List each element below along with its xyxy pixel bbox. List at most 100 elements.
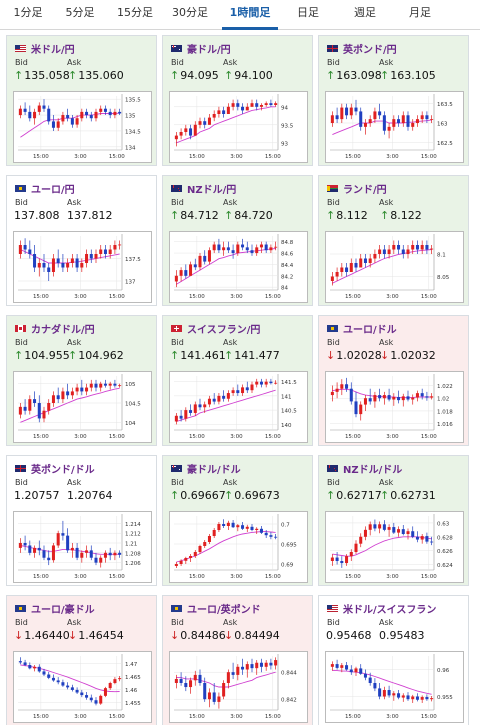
rate-card[interactable]: 豪ドル/円 Bid Ask ↑94.095 ↑94.100 94 93.5 93 15:00 3:… — [162, 35, 313, 166]
ask-price: ↑0.69673 — [224, 489, 280, 502]
rate-card[interactable]: 豪ドル/ドル Bid Ask ↑0.69667 ↑0.69673 0.7 0.695 0.69… — [162, 455, 313, 586]
candle — [231, 520, 235, 528]
candle — [212, 110, 216, 122]
candle — [392, 691, 396, 701]
candle — [179, 410, 183, 422]
pair-name[interactable]: 豪ドル/ドル — [187, 465, 241, 476]
bid-label: Bid — [15, 198, 28, 207]
pair-name[interactable]: カナダドル/円 — [31, 325, 95, 336]
tab-1[interactable]: 1分足 — [13, 6, 43, 19]
rate-card[interactable]: カナダドル/円 Bid Ask ↑104.955 ↑104.962 105 104.5 104… — [6, 315, 157, 446]
candle — [80, 258, 84, 272]
moving-average-line — [332, 119, 432, 136]
mini-candlestick-chart[interactable]: 0.7 0.695 0.69 15:00 3:00 15:00 — [169, 511, 308, 583]
candle — [226, 669, 230, 689]
candle — [397, 115, 401, 127]
rate-card[interactable]: ユーロ/円 Bid Ask 137.808 137.812 137.5 137 15:00 3:… — [6, 175, 157, 306]
pair-name[interactable]: ユーロ/豪ドル — [31, 605, 95, 616]
bid-price: ↑94.095 — [170, 69, 219, 82]
tab-6[interactable]: 日足 — [297, 6, 319, 19]
candle — [340, 379, 344, 396]
candle — [392, 393, 396, 406]
candle — [406, 528, 410, 540]
mini-candlestick-chart[interactable]: 137.5 137 15:00 3:00 15:00 — [13, 231, 152, 303]
mini-candlestick-chart[interactable]: 163.5 163 162.5 15:00 3:00 15:00 — [325, 91, 464, 163]
mini-candlestick-chart[interactable]: 0.96 0.955 15:00 3:00 15:00 — [325, 651, 464, 723]
mini-candlestick-chart[interactable]: 8.1 8.05 15:00 3:00 15:00 — [325, 231, 464, 303]
rate-card[interactable]: 米ドル/スイスフラン Bid Ask 0.95468 0.95483 0.96 0.955 1… — [318, 595, 469, 725]
rate-card[interactable]: ユーロ/豪ドル Bid Ask ↓1.46440 ↓1.46454 1.47 1.465 1.… — [6, 595, 157, 725]
candle — [406, 245, 410, 259]
ask-label: Ask — [67, 198, 82, 207]
mini-candlestick-chart[interactable]: 1.47 1.465 1.46 1.455 15:00 3:00 15:00 — [13, 651, 152, 723]
candle — [382, 686, 386, 700]
rate-card[interactable]: 英ポンド/ドル Bid Ask 1.20757 1.20764 1.214 1.212 1.2… — [6, 455, 157, 586]
tab-4[interactable]: 30分足 — [172, 6, 208, 19]
tab-8[interactable]: 月足 — [409, 6, 431, 19]
candle — [274, 534, 278, 540]
candle — [425, 694, 429, 701]
candle — [179, 128, 183, 140]
candle — [184, 407, 188, 422]
ask-price-value: 8.122 — [390, 209, 422, 222]
bid-price-value: 104.955 — [24, 349, 70, 362]
candle — [378, 683, 382, 700]
mini-candlestick-chart[interactable]: 1.214 1.212 1.21 1.208 1.206 15:00 3:00 15:00 — [13, 511, 152, 583]
mini-candlestick-chart[interactable]: 105 104.5 104 15:00 3:00 15:00 — [13, 371, 152, 443]
candle — [250, 524, 254, 532]
tab-2[interactable]: 5分足 — [65, 6, 95, 19]
candle — [340, 556, 344, 568]
mini-candlestick-chart[interactable]: 0.844 0.842 15:00 3:00 15:00 — [169, 651, 308, 723]
rate-card[interactable]: 英ポンド/円 Bid Ask ↑163.098 ↑163.105 163.5 163 162.… — [318, 35, 469, 166]
ask-price: ↑163.105 — [380, 69, 436, 82]
tab-3[interactable]: 15分足 — [117, 6, 153, 19]
pair-name[interactable]: 英ポンド/円 — [343, 45, 397, 56]
ask-label: Ask — [223, 478, 238, 487]
candle — [80, 689, 84, 698]
mini-candlestick-chart[interactable]: 141.5 141 140.5 140 15:00 3:00 15:00 — [169, 371, 308, 443]
pair-name[interactable]: 豪ドル/円 — [187, 45, 231, 56]
pair-name[interactable]: ユーロ/ドル — [343, 325, 397, 336]
pair-name[interactable]: ランド/円 — [343, 185, 387, 196]
ask-price: ↑135.060 — [68, 69, 124, 82]
rate-card[interactable]: 米ドル/円 Bid Ask ↑135.058 ↑135.060 135.5 135 134.5… — [6, 35, 157, 166]
candle — [80, 379, 84, 396]
candle — [89, 379, 93, 392]
x-tick-label: 15:00 — [421, 154, 437, 160]
pair-name[interactable]: ユーロ/英ポンド — [187, 605, 261, 616]
tab-5[interactable]: 1時間足 — [222, 0, 278, 30]
ask-price-value: 1.46454 — [78, 629, 124, 642]
mini-candlestick-chart[interactable]: 135.5 135 134.5 134 15:00 3:00 15:00 — [13, 91, 152, 163]
candle — [363, 395, 367, 411]
pair-name[interactable]: 米ドル/スイスフラン — [343, 605, 437, 616]
rate-card[interactable]: NZドル/ドル Bid Ask ↑0.62717 ↑0.62731 0.63 0.628 0.… — [318, 455, 469, 586]
pair-name[interactable]: NZドル/円 — [187, 185, 237, 196]
rate-card[interactable]: ユーロ/英ポンド Bid Ask ↓0.84486 ↓0.84494 0.844 0.842… — [162, 595, 313, 725]
x-tick-label: 15:00 — [265, 154, 281, 160]
candle — [241, 103, 245, 114]
candle — [354, 258, 358, 272]
pair-name[interactable]: ユーロ/円 — [31, 185, 75, 196]
tab-7[interactable]: 週足 — [354, 6, 376, 19]
candle — [118, 676, 122, 682]
pair-name[interactable]: スイスフラン/円 — [187, 325, 261, 336]
mini-candlestick-chart[interactable]: 1.022 1.02 1.018 1.016 15:00 3:00 15:00 — [325, 371, 464, 443]
mini-candlestick-chart[interactable]: 94 93.5 93 15:00 3:00 15:00 — [169, 91, 308, 163]
rate-card[interactable]: ユーロ/ドル Bid Ask ↓1.02028 ↓1.02032 1.022 1.02 1.0… — [318, 315, 469, 446]
pair-name[interactable]: 英ポンド/ドル — [31, 465, 95, 476]
rate-card[interactable]: NZドル/円 Bid Ask ↑84.712 ↑84.720 84.8 84.6 84.4 84… — [162, 175, 313, 306]
rate-card[interactable]: ランド/円 Bid Ask ↑8.112 ↑8.122 8.1 8.05 15:00 3:00 1… — [318, 175, 469, 306]
mini-candlestick-chart[interactable]: 0.63 0.628 0.626 0.624 15:00 3:00 15:00 — [325, 511, 464, 583]
pair-name[interactable]: NZドル/ドル — [343, 465, 403, 476]
candle — [33, 245, 37, 272]
bid-price: ↓0.84486 — [170, 629, 226, 642]
candle — [94, 379, 98, 392]
pair-name[interactable]: 米ドル/円 — [31, 45, 75, 56]
rate-card[interactable]: スイスフラン/円 Bid Ask ↑141.461 ↑141.477 141.5 141 14… — [162, 315, 313, 446]
candle — [259, 526, 263, 534]
candle — [89, 545, 93, 561]
mini-candlestick-chart[interactable]: 84.8 84.6 84.4 84.2 84 15:00 3:00 15:00 — [169, 231, 308, 303]
candle — [103, 105, 107, 116]
ask-label: Ask — [67, 618, 82, 627]
candle — [28, 240, 32, 259]
